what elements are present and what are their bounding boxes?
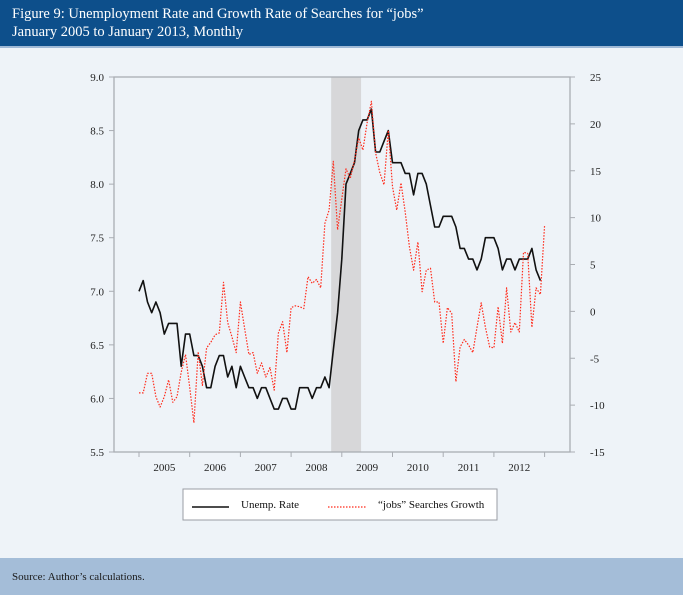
x-axis-tick-label: 2008 xyxy=(305,462,328,474)
x-axis-tick-label: 2012 xyxy=(508,462,530,474)
legend-label-jobs: “jobs” Searches Growth xyxy=(378,499,485,511)
right-axis-tick-label: 0 xyxy=(590,306,596,318)
legend-box xyxy=(182,488,498,521)
footer: Source: Author’s calculations. xyxy=(0,558,683,595)
left-axis-tick-label: 8.0 xyxy=(90,179,104,191)
x-axis-tick-label: 2006 xyxy=(204,462,227,474)
figure-title: Figure 9: Unemployment Rate and Growth R… xyxy=(12,6,424,22)
right-axis-tick-label: 10 xyxy=(590,213,602,225)
left-axis-tick-label: 5.5 xyxy=(90,447,104,459)
unemployment-rate-line xyxy=(138,108,542,410)
left-axis-tick-label: 6.5 xyxy=(90,340,104,352)
jobs-searches-growth-line xyxy=(139,100,546,424)
x-axis-tick-label: 2010 xyxy=(407,462,430,474)
figure-subtitle: January 2005 to January 2013, Monthly xyxy=(12,24,244,40)
right-axis-tick-label: 15 xyxy=(590,166,602,178)
right-axis-tick-label: 25 xyxy=(590,72,602,84)
source-note: Source: Author’s calculations. xyxy=(12,571,145,583)
left-axis-tick-label: 7.5 xyxy=(90,233,104,245)
x-axis-tick-label: 2011 xyxy=(458,462,480,474)
x-axis-tick-label: 2005 xyxy=(153,462,176,474)
recession-shading xyxy=(331,77,362,452)
right-axis-tick-label: -10 xyxy=(590,400,605,412)
right-axis-tick-label: -15 xyxy=(590,447,605,459)
left-axis-tick-label: 8.5 xyxy=(90,126,104,138)
legend: Unemp. Rate “jobs” Searches Growth xyxy=(182,488,498,521)
right-axis-tick-label: 20 xyxy=(590,119,602,131)
left-axis-tick-label: 9.0 xyxy=(90,72,104,84)
right-axis-tick-label: 5 xyxy=(590,260,596,272)
right-axis-tick-label: -5 xyxy=(590,353,600,365)
figure-header: Figure 9: Unemployment Rate and Growth R… xyxy=(0,0,683,48)
x-axis-tick-label: 2007 xyxy=(255,462,278,474)
left-axis-tick-label: 6.0 xyxy=(90,393,104,405)
legend-label-unemp: Unemp. Rate xyxy=(241,499,299,511)
left-axis-tick-label: 7.0 xyxy=(90,286,104,298)
x-axis-tick-label: 2009 xyxy=(356,462,379,474)
